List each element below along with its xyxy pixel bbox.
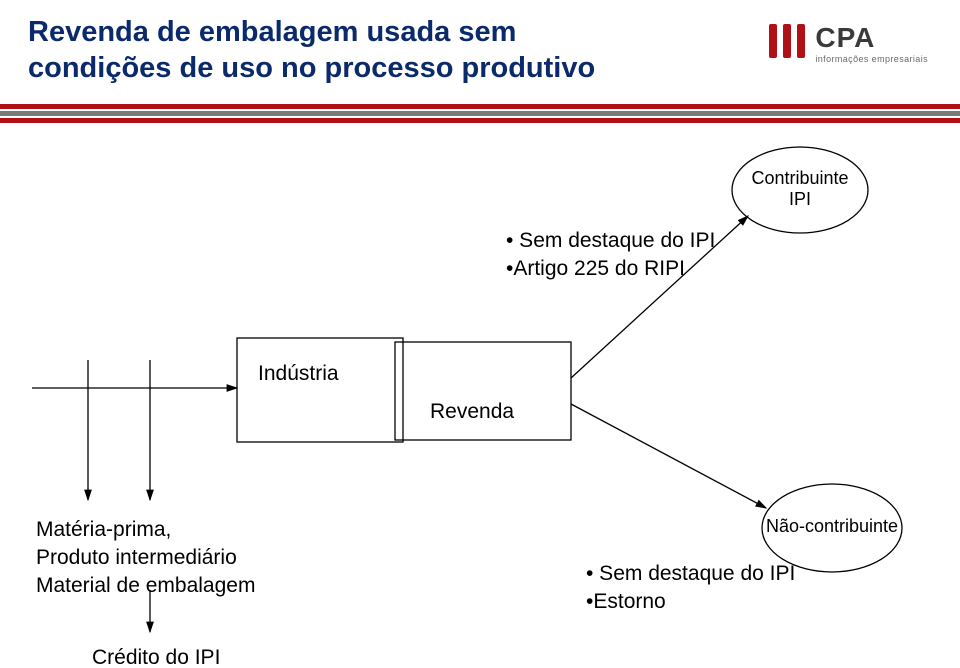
- bottom-note-line2: •Estorno: [586, 590, 666, 613]
- material-embalagem-label: Material de embalagem: [36, 572, 255, 600]
- slide: Revenda de embalagem usada sem condições…: [0, 0, 960, 668]
- header-stripes: [0, 104, 960, 123]
- bottom-note: • Sem destaque do IPI •Estorno: [586, 560, 795, 617]
- contribuinte-oval-label: Contribuinte IPI: [732, 168, 868, 210]
- bottom-note-line1: • Sem destaque do IPI: [586, 562, 795, 585]
- top-note: • Sem destaque do IPI •Artigo 225 do RIP…: [506, 227, 715, 284]
- revenda-label: Revenda: [430, 398, 514, 426]
- materia-prima-label: Matéria-prima,: [36, 516, 171, 544]
- logo-tagline: informações empresariais: [815, 54, 928, 64]
- contrib-line1: Contribuinte: [751, 168, 848, 188]
- brand-logo: CPA informações empresariais: [769, 22, 928, 64]
- top-note-line1: • Sem destaque do IPI: [506, 229, 715, 252]
- logo-brand-text: CPA: [815, 22, 928, 54]
- logo-bars-icon: [769, 24, 805, 63]
- credito-ipi-label: Crédito do IPI: [92, 644, 220, 668]
- contrib-line2: IPI: [789, 189, 811, 209]
- industria-label: Indústria: [258, 360, 339, 388]
- nao-contribuinte-oval-label: Não-contribuinte: [752, 516, 912, 537]
- slide-title: Revenda de embalagem usada sem condições…: [28, 14, 648, 87]
- produto-intermediario-label: Produto intermediário: [36, 544, 237, 572]
- top-note-line2: •Artigo 225 do RIPI: [506, 257, 685, 280]
- naocontrib-line1: Não-contribuinte: [766, 516, 898, 536]
